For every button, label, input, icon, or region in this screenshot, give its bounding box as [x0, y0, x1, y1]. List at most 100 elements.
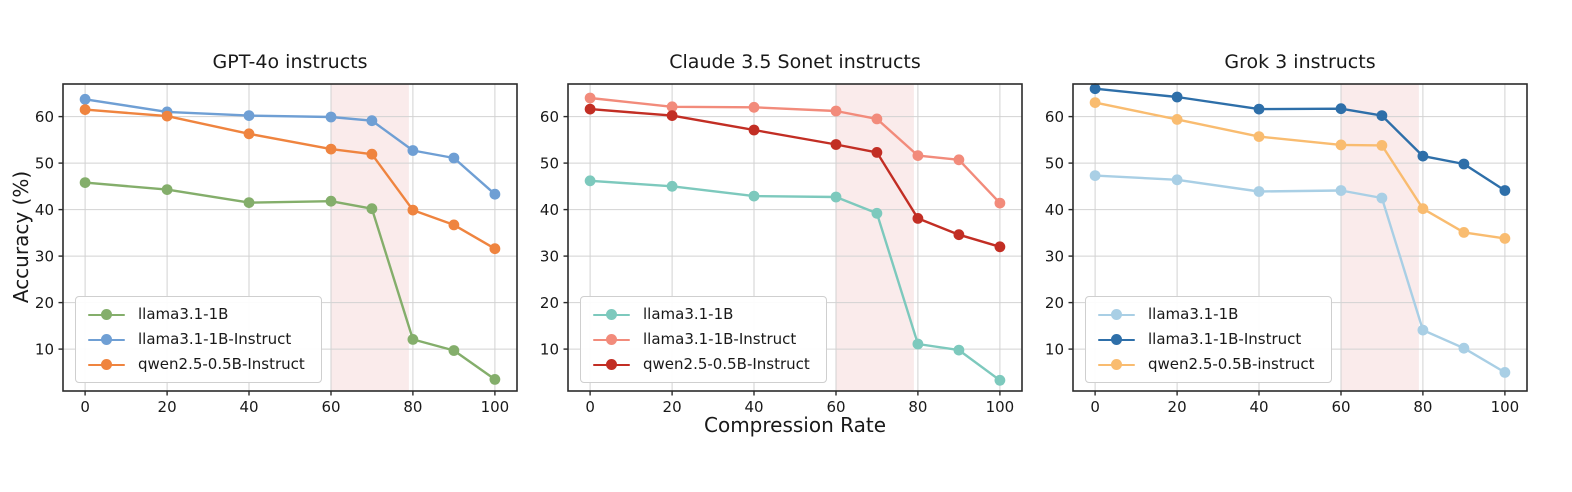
- data-point: [748, 124, 760, 136]
- data-point: [489, 188, 501, 200]
- panel-title-grok: Grok 3 instructs: [1224, 51, 1376, 73]
- legend-label: qwen2.5-0.5B-Instruct: [138, 355, 305, 373]
- highlight-span: [331, 84, 409, 391]
- legend-item: llama3.1-1B-Instruct: [1098, 331, 1315, 348]
- data-point: [243, 110, 255, 121]
- highlight-span: [1341, 84, 1419, 391]
- series-line-llama3.1-1B: [83, 181, 497, 381]
- x-tick-label: 20: [1168, 398, 1187, 416]
- data-point: [1417, 324, 1429, 336]
- data-point: [748, 101, 760, 113]
- legend-item: llama3.1-1B-Instruct: [593, 331, 810, 348]
- y-tick-label: 30: [1045, 248, 1064, 266]
- y-tick-label: 40: [1045, 201, 1064, 219]
- x-tick-label: 40: [744, 398, 763, 416]
- data-point: [830, 191, 842, 203]
- series-line-llama3.1-1B-Instruct: [1093, 87, 1507, 192]
- y-tick-label: 60: [35, 108, 54, 126]
- data-point: [912, 213, 924, 224]
- data-point: [489, 374, 501, 385]
- series-line-llama3.1-1B: [588, 179, 1002, 382]
- data-point: [871, 207, 883, 219]
- x-tick-label: 60: [1331, 398, 1350, 416]
- y-tick-label: 20: [1045, 294, 1064, 312]
- data-point: [79, 104, 91, 115]
- data-point: [1499, 185, 1511, 196]
- data-point: [489, 243, 501, 255]
- data-point: [161, 184, 173, 195]
- y-tick-label: 60: [1045, 108, 1064, 126]
- legend-item: llama3.1-1B: [593, 306, 810, 323]
- x-tick-label: 20: [158, 398, 177, 416]
- legend-marker-icon: [593, 334, 630, 346]
- data-point: [912, 150, 924, 161]
- legend-gpt4o: llama3.1-1B llama3.1-1B-Instruct qwen2.5…: [75, 296, 322, 383]
- data-point: [584, 92, 596, 104]
- data-point: [325, 111, 337, 123]
- y-tick-label: 50: [35, 155, 54, 173]
- data-point: [161, 110, 173, 122]
- legend-label: llama3.1-1B-Instruct: [643, 330, 797, 348]
- data-point: [953, 229, 965, 241]
- legend-marker-icon: [88, 359, 125, 371]
- data-point: [912, 338, 924, 350]
- data-point: [448, 345, 460, 356]
- series-line-qwen2.5-0.5B-instruct: [1093, 101, 1507, 240]
- legend-item: qwen2.5-0.5B-Instruct: [88, 356, 305, 373]
- x-tick-label: 80: [1413, 398, 1432, 416]
- legend-item: qwen2.5-0.5B-instruct: [1098, 356, 1315, 373]
- data-point: [325, 195, 337, 207]
- legend-label: qwen2.5-0.5B-instruct: [1148, 355, 1315, 373]
- data-point: [1376, 140, 1388, 151]
- data-point: [407, 334, 419, 345]
- x-tick-label: 40: [239, 398, 258, 416]
- data-point: [1253, 103, 1265, 115]
- data-point: [871, 147, 883, 158]
- data-point: [407, 204, 419, 216]
- data-point: [366, 115, 378, 127]
- y-tick-label: 20: [35, 294, 54, 312]
- data-point: [243, 197, 255, 208]
- y-tick-label: 10: [35, 341, 54, 359]
- legend-item: qwen2.5-0.5B-Instruct: [593, 356, 810, 373]
- data-point: [1458, 342, 1470, 354]
- axis-spines: [1072, 83, 1528, 392]
- data-point: [666, 110, 678, 121]
- legend-item: llama3.1-1B: [88, 306, 305, 323]
- legend-label: llama3.1-1B: [643, 305, 734, 323]
- data-point: [1171, 114, 1183, 125]
- data-point: [666, 101, 678, 113]
- y-tick-label: 50: [1045, 155, 1064, 173]
- data-point: [584, 103, 596, 115]
- data-point: [994, 197, 1006, 209]
- x-tick-label: 40: [1249, 398, 1268, 416]
- data-point: [1253, 186, 1265, 197]
- series-line-llama3.1-1B-Instruct: [83, 98, 497, 196]
- data-point: [1089, 97, 1101, 108]
- x-tick-label: 100: [481, 398, 510, 416]
- data-point: [325, 143, 337, 155]
- data-point: [830, 105, 842, 117]
- legend-marker-icon: [593, 359, 630, 371]
- data-point: [748, 190, 760, 202]
- data-point: [1171, 174, 1183, 186]
- data-point: [1376, 192, 1388, 204]
- axis-spines: [62, 83, 518, 392]
- legend-label: llama3.1-1B: [138, 305, 229, 323]
- y-tick-label: 60: [540, 108, 559, 126]
- data-point: [448, 152, 460, 164]
- legend-marker-icon: [593, 309, 630, 321]
- legend-label: llama3.1-1B: [1148, 305, 1239, 323]
- data-point: [584, 175, 596, 187]
- data-point: [1458, 227, 1470, 238]
- legend-marker-icon: [88, 309, 125, 321]
- y-tick-label: 10: [1045, 341, 1064, 359]
- legend-grok: llama3.1-1B llama3.1-1B-Instruct qwen2.5…: [1085, 296, 1332, 383]
- legend-label: qwen2.5-0.5B-Instruct: [643, 355, 810, 373]
- data-point: [366, 148, 378, 160]
- data-point: [1089, 170, 1101, 181]
- data-point: [1335, 139, 1347, 151]
- x-axis-label: Compression Rate: [704, 413, 886, 437]
- x-tick-label: 0: [1090, 398, 1100, 416]
